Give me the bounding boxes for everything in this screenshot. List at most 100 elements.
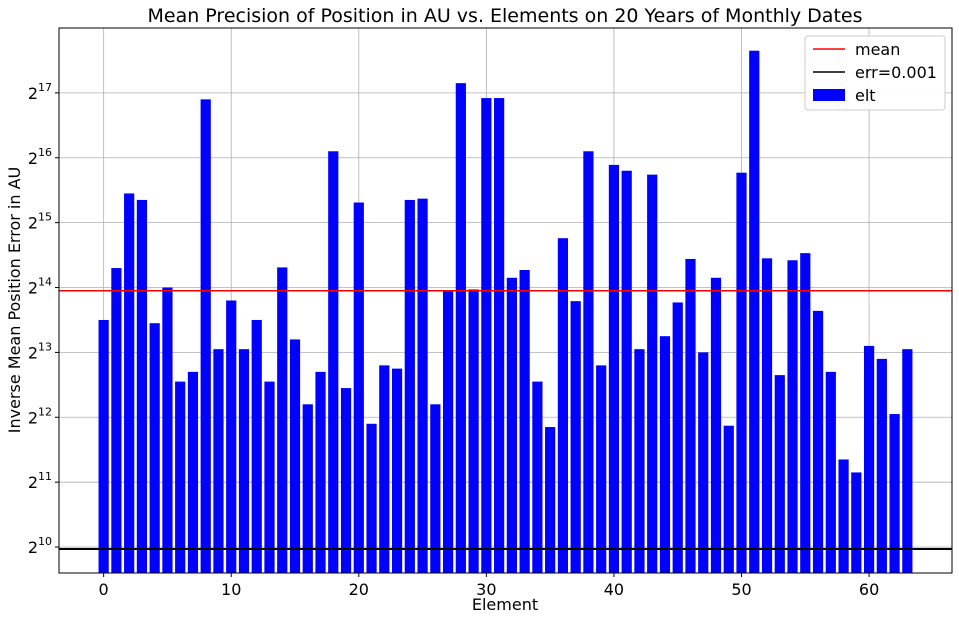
bar [685,258,696,573]
bar [238,349,250,573]
reference-lines [59,290,952,550]
x-tick-label: 0 [99,580,109,599]
y-tick-base: 2 [28,343,38,362]
x-axis-ticks: 0 10 20 30 40 50 60 [99,573,879,599]
bar [494,98,505,574]
y-tick-base: 2 [28,84,38,103]
bar [404,199,415,574]
legend: mean err=0.001 elt [804,35,946,111]
legend-label: elt [855,86,876,105]
y-tick-exponent: 17 [38,81,52,94]
y-tick-base: 2 [28,538,38,557]
bar [761,258,773,573]
y-tick-base: 2 [28,149,38,168]
plot-frame [58,27,953,574]
bar [277,267,288,573]
y-tick-label: 216 [28,146,52,168]
chart-title: Mean Precision of Position in AU vs. Ele… [148,5,863,27]
bar [800,253,811,573]
bar [774,375,785,573]
bar [659,336,671,573]
x-tick-label: 40 [604,580,624,599]
bar [442,290,454,573]
y-tick-exponent: 10 [38,535,52,548]
y-tick-base: 2 [28,473,38,492]
y-tick-exponent: 12 [38,405,52,418]
y-tick-base: 2 [28,408,38,427]
y-tick-base: 2 [28,279,38,298]
bar [812,310,824,573]
y-tick-exponent: 11 [38,470,52,483]
bar [468,289,479,573]
bar [749,50,760,574]
bar [596,365,607,573]
y-tick-label: 212 [28,405,52,427]
y-tick-label: 213 [28,340,52,362]
y-axis-label: Inverse Mean Position Error in AU [5,167,24,434]
bar [149,323,160,573]
bar [506,277,517,573]
bar [302,404,313,573]
bar [545,427,556,573]
bar [481,98,492,574]
x-tick-label: 20 [349,580,369,599]
bar [315,371,326,573]
bar [583,151,594,573]
bar [417,198,428,573]
x-tick-label: 60 [859,580,879,599]
bar [213,349,224,573]
bar [672,302,683,573]
bar [289,339,301,573]
bars-layer [98,50,913,574]
bar [251,319,262,573]
bar [557,238,569,573]
bar [111,268,122,573]
bar [902,349,913,573]
y-tick-label: 215 [28,211,52,233]
x-tick-label: 50 [731,580,751,599]
y-tick-label: 211 [28,470,52,492]
bar [519,270,530,573]
bar [851,472,862,573]
x-tick-label: 30 [476,580,496,599]
bar [876,358,887,573]
bar [455,83,466,574]
bar [366,423,377,573]
bar [430,404,441,573]
y-tick-exponent: 13 [38,340,52,353]
legend-swatch-patch [813,89,845,101]
legend-label: err=0.001 [855,63,937,82]
bar [226,300,237,573]
bar [723,425,734,573]
bar [647,174,658,573]
bar [340,388,352,573]
bar [162,287,173,573]
bar [698,352,709,573]
bar [736,172,747,574]
bar [328,151,339,573]
y-tick-label: 210 [28,535,52,557]
x-tick-label: 10 [221,580,241,599]
bar [608,164,620,573]
bar [532,381,543,573]
bar [391,368,403,573]
x-axis-label: Element [472,595,538,614]
bar [379,365,390,573]
y-tick-exponent: 14 [38,276,52,289]
bar [825,371,836,573]
bar [787,260,798,573]
bar [838,459,849,573]
bar [264,381,275,573]
y-tick-exponent: 15 [38,211,52,224]
bar [570,301,581,573]
bar [634,349,645,573]
bar [200,99,211,573]
y-tick-label: 217 [28,81,52,103]
bar [710,277,722,573]
bar [187,371,199,573]
y-tick-label: 214 [28,276,52,298]
bar [863,345,875,573]
